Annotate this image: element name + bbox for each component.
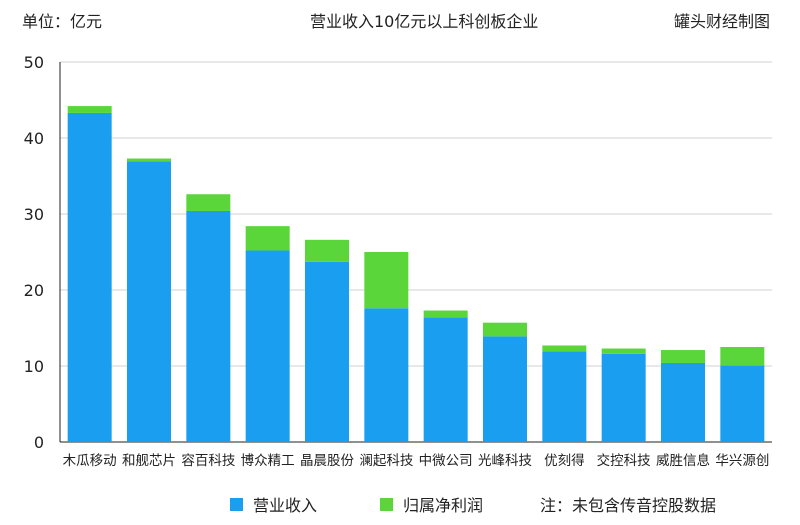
bar-revenue (542, 351, 587, 442)
y-tick-label: 30 (24, 205, 44, 224)
x-tick-label: 中微公司 (419, 453, 473, 469)
y-tick-label: 40 (24, 129, 44, 148)
bar-revenue (423, 317, 468, 442)
legend: 营业收入 归属净利润 注：未包含传音控股数据 (0, 492, 800, 516)
bar-revenue (661, 362, 705, 442)
bar-chart: 0 10 20 30 40 50 木瓜移动 和舰芯片 容百科技 博众精工 晶晨股份 澜起科技 中微公司光… (24, 53, 772, 469)
bar-revenue (483, 336, 527, 442)
bar-revenue (601, 353, 646, 442)
x-tick-label: 木瓜移动 (63, 453, 117, 469)
source-credit: 罐头财经制图 (673, 12, 770, 31)
x-tick-label: 晶晨股份 (300, 453, 354, 469)
legend-label-revenue: 营业收入 (253, 496, 318, 515)
bar-profit (423, 310, 468, 318)
bar-revenue (305, 261, 349, 442)
bar-profit (720, 347, 765, 366)
bar-profit (661, 350, 705, 363)
bar-profit (245, 226, 290, 251)
x-tick-label: 容百科技 (181, 452, 235, 469)
bar-profit (601, 348, 646, 354)
legend-label-profit: 归属净利润 (403, 496, 484, 515)
x-tick-label: 优刻得 (544, 452, 585, 469)
x-tick-label: 交控科技 (597, 452, 651, 469)
bar-revenue (67, 112, 112, 443)
bar-revenue (127, 161, 171, 442)
x-tick-label: 光峰科技 (478, 453, 532, 469)
legend-swatch-profit (380, 497, 393, 511)
bar-profit (364, 252, 409, 309)
chart-note: 注：未包含传音控股数据 (540, 492, 716, 516)
y-tick-label: 0 (34, 433, 44, 452)
bar-revenue (245, 250, 290, 442)
chart-title: 营业收入10亿元以上科创板企业 (310, 12, 539, 31)
x-tick-label: 华兴源创 (715, 453, 769, 469)
legend-item-revenue: 营业收入 (230, 492, 317, 516)
chart-note-text: 注：未包含传音控股数据 (540, 496, 717, 515)
bar-revenue (720, 365, 765, 442)
x-tick-label: 威胜信息 (656, 452, 710, 469)
y-tick-label: 20 (24, 281, 44, 300)
bar-revenue (186, 210, 231, 442)
y-tick-label: 50 (24, 53, 44, 72)
bar-profit (483, 322, 527, 337)
legend-swatch-revenue (230, 497, 243, 511)
y-tick-label: 10 (24, 357, 44, 376)
bar-profit (67, 106, 112, 113)
bar-profit (305, 239, 349, 262)
bar-profit (127, 158, 171, 162)
x-tick-label: 博众精工 (241, 452, 295, 469)
bar-profit (186, 194, 231, 211)
x-tick-label: 澜起科技 (359, 453, 413, 469)
x-tick-label: 和舰芯片 (122, 453, 176, 469)
bar-revenue (364, 308, 409, 442)
unit-label: 单位：亿元 (22, 12, 103, 31)
legend-item-profit: 归属净利润 (380, 492, 483, 516)
bar-profit (542, 345, 587, 352)
